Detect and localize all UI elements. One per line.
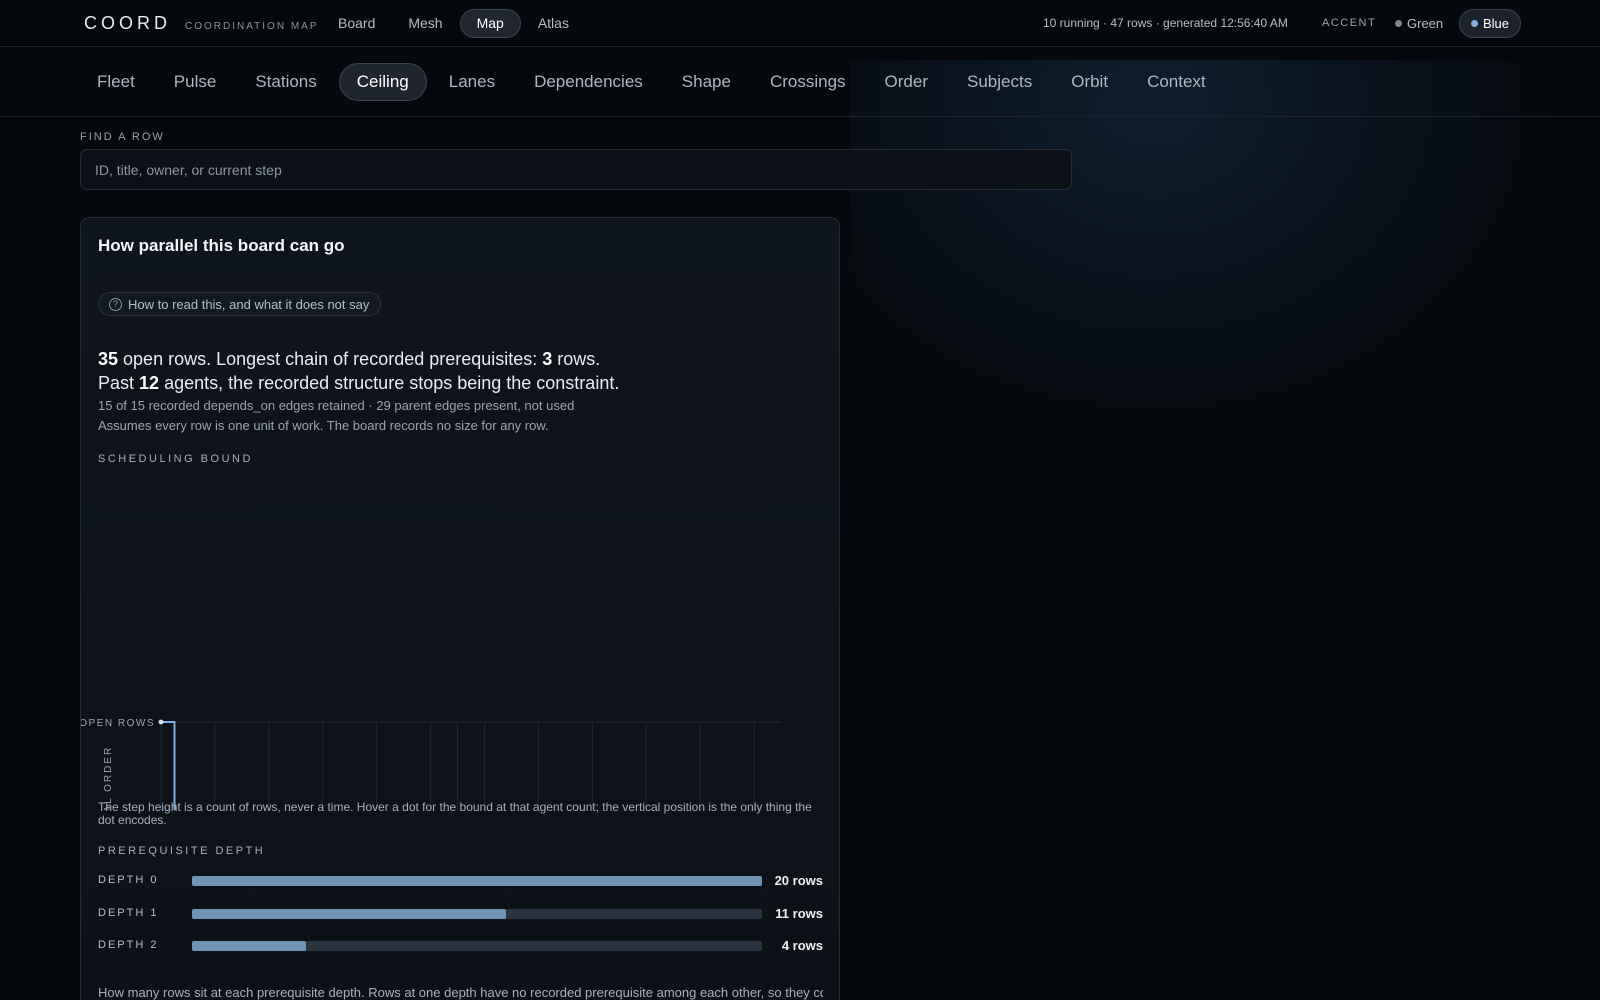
assumption-meta: Assumes every row is one unit of work. T… xyxy=(98,418,549,433)
depth-track xyxy=(192,876,762,886)
search-label: FIND A ROW xyxy=(80,131,165,143)
tab-dependencies[interactable]: Dependencies xyxy=(534,72,643,91)
tab-orbit[interactable]: Orbit xyxy=(1071,72,1109,91)
top-nav: Board Mesh Map Atlas xyxy=(322,9,586,38)
green-dot-icon xyxy=(1395,20,1402,27)
edges-meta: 15 of 15 recorded depends_on edges retai… xyxy=(98,398,575,413)
tab-ceiling[interactable]: Ceiling xyxy=(338,63,427,101)
depth-row-1: DEPTH 1 11 rows xyxy=(98,904,823,924)
help-toggle-button[interactable]: ? How to read this, and what it does not… xyxy=(98,292,382,316)
depth-label: DEPTH 2 xyxy=(98,939,159,951)
question-icon: ? xyxy=(109,297,122,311)
depth-count: 4 rows xyxy=(781,938,823,953)
brand[interactable]: COORD COORDINATION MAP xyxy=(84,13,318,34)
chart-grid xyxy=(160,721,781,810)
view-tabs: Fleet Pulse Stations Ceiling Lanes Depen… xyxy=(80,63,1228,101)
view-tab-bar: Fleet Pulse Stations Ceiling Lanes Depen… xyxy=(0,47,1600,117)
accent-green-button[interactable]: Green xyxy=(1384,9,1454,38)
tab-context[interactable]: Context xyxy=(1147,72,1206,91)
depth-fill xyxy=(192,876,762,886)
chart-labels: 13579111213151719212303OPEN ROWSROWS OF … xyxy=(81,718,155,810)
top-nav-board[interactable]: Board xyxy=(338,15,376,31)
prerequisite-depth-label: PREREQUISITE DEPTH xyxy=(98,845,266,857)
top-bar: COORD COORDINATION MAP Board Mesh Map At… xyxy=(0,0,1600,47)
tab-pulse[interactable]: Pulse xyxy=(173,72,217,91)
open-rows-count: 35 xyxy=(98,349,119,369)
depth-track xyxy=(192,941,762,951)
help-toggle-label: How to read this, and what it does not s… xyxy=(128,296,370,312)
top-nav-map[interactable]: Map xyxy=(459,9,521,38)
agents-text: agents, the recorded structure stops bei… xyxy=(159,373,620,393)
tab-order[interactable]: Order xyxy=(884,72,929,91)
top-nav-atlas[interactable]: Atlas xyxy=(537,15,569,31)
brand-name: COORD xyxy=(84,13,171,33)
depth-note: How many rows sit at each prerequisite d… xyxy=(98,985,823,1000)
background-glow xyxy=(850,60,1600,480)
bound-step-line xyxy=(161,721,176,810)
depth-label: DEPTH 1 xyxy=(98,907,159,919)
depth-label: DEPTH 0 xyxy=(98,874,159,886)
tab-lanes[interactable]: Lanes xyxy=(448,72,496,91)
search-input[interactable] xyxy=(80,149,1072,190)
y-axis-label: ROWS OF SEQUENTIAL ORDER xyxy=(103,746,114,810)
tab-fleet[interactable]: Fleet xyxy=(97,72,135,91)
depth-count: 11 rows xyxy=(775,906,823,921)
accent-green-label: Green xyxy=(1407,16,1444,31)
depth-fill xyxy=(192,909,506,919)
accent-blue-label: Blue xyxy=(1483,16,1510,31)
tab-subjects[interactable]: Subjects xyxy=(967,72,1033,91)
depth-track xyxy=(192,909,762,919)
blue-dot-icon xyxy=(1471,20,1478,27)
status-text: 10 running · 47 rows · generated 12:56:4… xyxy=(1043,16,1288,30)
chart-series xyxy=(161,721,176,810)
summary-headline: 35 open rows. Longest chain of recorded … xyxy=(98,347,619,395)
chain-text: rows. xyxy=(552,349,601,369)
accent-blue-button[interactable]: Blue xyxy=(1459,9,1522,38)
tab-stations[interactable]: Stations xyxy=(255,72,317,91)
card-title: How parallel this board can go xyxy=(98,236,345,255)
chart-dots xyxy=(158,719,164,725)
past-text: Past xyxy=(98,373,140,393)
data-point xyxy=(158,719,164,725)
brand-subtitle: COORDINATION MAP xyxy=(185,21,319,32)
agent-threshold: 12 xyxy=(139,373,160,393)
tab-shape[interactable]: Shape xyxy=(681,72,731,91)
top-nav-mesh[interactable]: Mesh xyxy=(408,15,443,31)
depth-count: 20 rows xyxy=(774,873,823,888)
chain-length: 3 xyxy=(542,349,553,369)
scheduling-bound-label: SCHEDULING BOUND xyxy=(98,453,253,465)
accent-label: ACCENT xyxy=(1322,17,1377,29)
open-rows-axis-label: OPEN ROWS xyxy=(81,718,155,729)
depth-row-0: DEPTH 0 20 rows xyxy=(98,871,823,891)
open-rows-text: open rows. Longest chain of recorded pre… xyxy=(118,349,543,369)
tab-crossings[interactable]: Crossings xyxy=(769,72,846,91)
ceiling-card: How parallel this board can go ? How to … xyxy=(80,217,840,1000)
chart-note: The step height is a count of rows, neve… xyxy=(98,800,812,827)
depth-row-2: DEPTH 2 4 rows xyxy=(98,936,823,956)
depth-fill xyxy=(192,941,306,951)
scheduling-bound-chart: 13579111213151719212303OPEN ROWSROWS OF … xyxy=(81,718,781,810)
